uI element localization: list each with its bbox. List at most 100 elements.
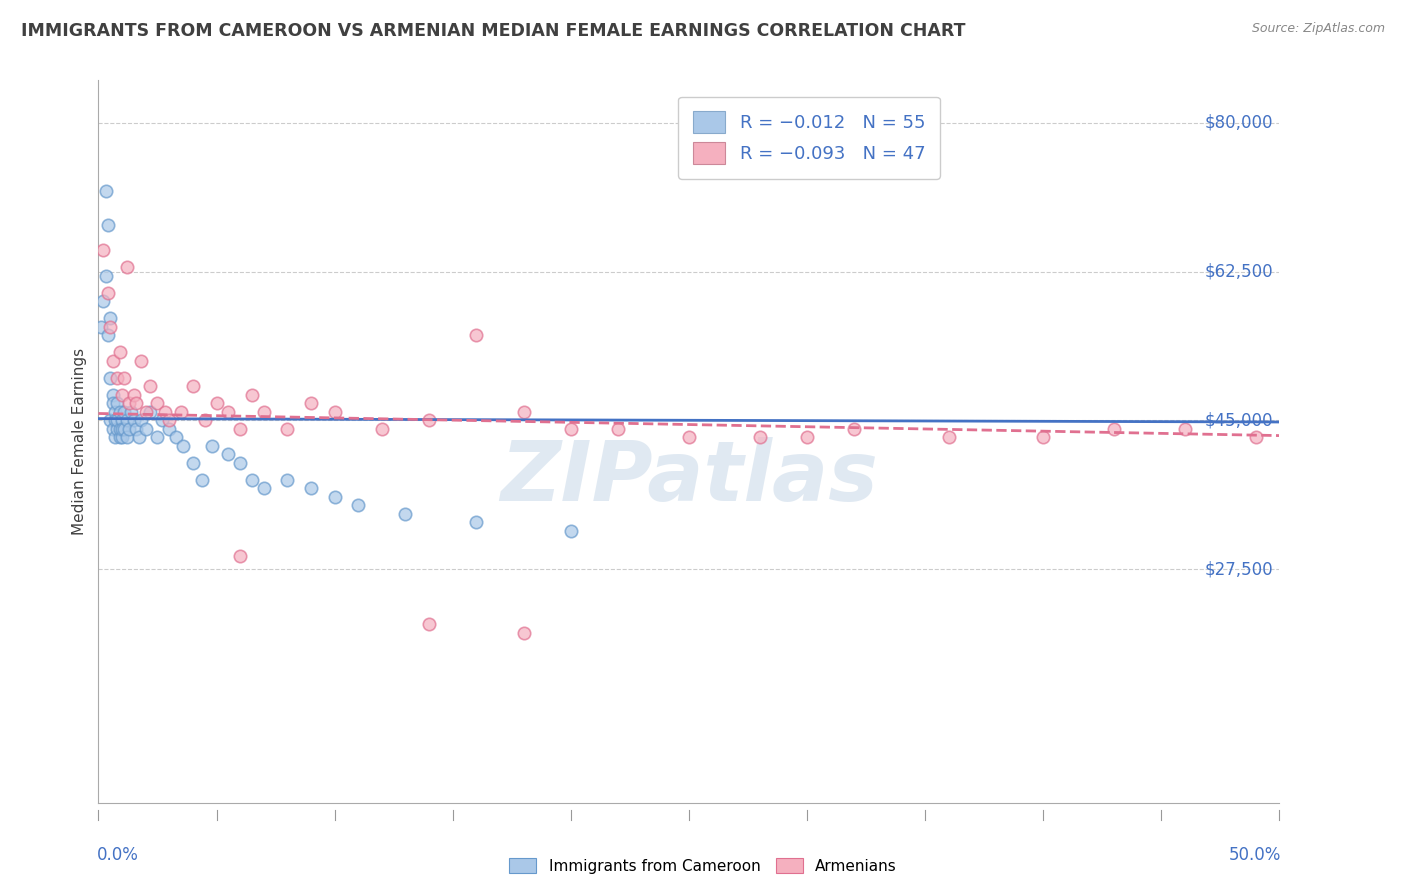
Point [418, 617, 440, 632]
Y-axis label: Median Female Earnings: Median Female Earnings [72, 348, 87, 535]
Point [165, 430, 187, 444]
Point [135, 405, 157, 419]
Point [108, 430, 131, 444]
Point [105, 422, 128, 436]
Point [201, 439, 224, 453]
Point [347, 498, 370, 512]
Point [104, 430, 127, 444]
Point [97, 218, 120, 232]
Point [191, 473, 214, 487]
Text: $45,000: $45,000 [1205, 411, 1274, 429]
Point [240, 473, 263, 487]
Point [111, 422, 134, 436]
Point [125, 396, 148, 410]
Point [97, 285, 120, 300]
Point [112, 422, 135, 436]
Point [112, 405, 135, 419]
Text: $80,000: $80,000 [1205, 114, 1274, 132]
Text: IMMIGRANTS FROM CAMEROON VS ARMENIAN MEDIAN FEMALE EARNINGS CORRELATION CHART: IMMIGRANTS FROM CAMEROON VS ARMENIAN MED… [21, 22, 966, 40]
Point [129, 413, 152, 427]
Legend: Immigrants from Cameroon, Armenians: Immigrants from Cameroon, Armenians [503, 852, 903, 880]
Point [229, 422, 252, 436]
Point [105, 413, 128, 427]
Point [104, 405, 127, 419]
Point [844, 422, 866, 436]
Point [1174, 422, 1197, 436]
Point [139, 379, 162, 393]
Point [121, 405, 143, 419]
Point [1032, 430, 1054, 444]
Point [170, 405, 193, 419]
Point [512, 405, 534, 419]
Point [465, 328, 488, 343]
Point [153, 405, 176, 419]
Point [111, 388, 134, 402]
Point [150, 413, 173, 427]
Point [172, 439, 194, 453]
Text: $62,500: $62,500 [1205, 262, 1274, 281]
Text: $27,500: $27,500 [1205, 560, 1274, 578]
Point [97, 328, 120, 343]
Point [118, 396, 141, 410]
Point [748, 430, 770, 444]
Legend: R = −0.012   N = 55, R = −0.093   N = 47: R = −0.012 N = 55, R = −0.093 N = 47 [678, 96, 939, 178]
Point [122, 413, 145, 427]
Point [607, 422, 630, 436]
Point [1244, 430, 1267, 444]
Point [135, 422, 157, 436]
Point [418, 413, 440, 427]
Point [98, 311, 121, 326]
Point [115, 413, 138, 427]
Point [299, 396, 322, 410]
Point [105, 371, 128, 385]
Point [115, 430, 138, 444]
Point [118, 422, 141, 436]
Point [253, 481, 276, 495]
Point [104, 413, 127, 427]
Point [91, 244, 114, 258]
Point [105, 396, 128, 410]
Point [181, 379, 204, 393]
Point [108, 345, 131, 359]
Point [146, 396, 169, 410]
Point [678, 430, 700, 444]
Point [181, 456, 204, 470]
Text: ZIPatlas: ZIPatlas [501, 437, 877, 518]
Point [560, 422, 582, 436]
Point [217, 447, 239, 461]
Point [276, 473, 298, 487]
Point [94, 184, 117, 198]
Point [323, 490, 346, 504]
Point [108, 405, 131, 419]
Point [94, 268, 117, 283]
Point [194, 413, 217, 427]
Point [129, 353, 152, 368]
Point [229, 456, 252, 470]
Point [108, 422, 131, 436]
Point [146, 430, 169, 444]
Point [98, 319, 121, 334]
Point [101, 353, 124, 368]
Point [111, 413, 134, 427]
Point [122, 388, 145, 402]
Point [101, 422, 124, 436]
Point [560, 524, 582, 538]
Point [299, 481, 322, 495]
Point [91, 294, 114, 309]
Point [128, 430, 150, 444]
Point [101, 396, 124, 410]
Point [157, 413, 180, 427]
Point [796, 430, 818, 444]
Point [98, 413, 121, 427]
Point [139, 405, 162, 419]
Point [512, 625, 534, 640]
Text: 0.0%: 0.0% [97, 847, 139, 864]
Point [101, 388, 124, 402]
Point [240, 388, 263, 402]
Point [394, 507, 416, 521]
Point [205, 396, 228, 410]
Point [323, 405, 346, 419]
Point [1102, 422, 1125, 436]
Text: Source: ZipAtlas.com: Source: ZipAtlas.com [1251, 22, 1385, 36]
Point [111, 430, 134, 444]
